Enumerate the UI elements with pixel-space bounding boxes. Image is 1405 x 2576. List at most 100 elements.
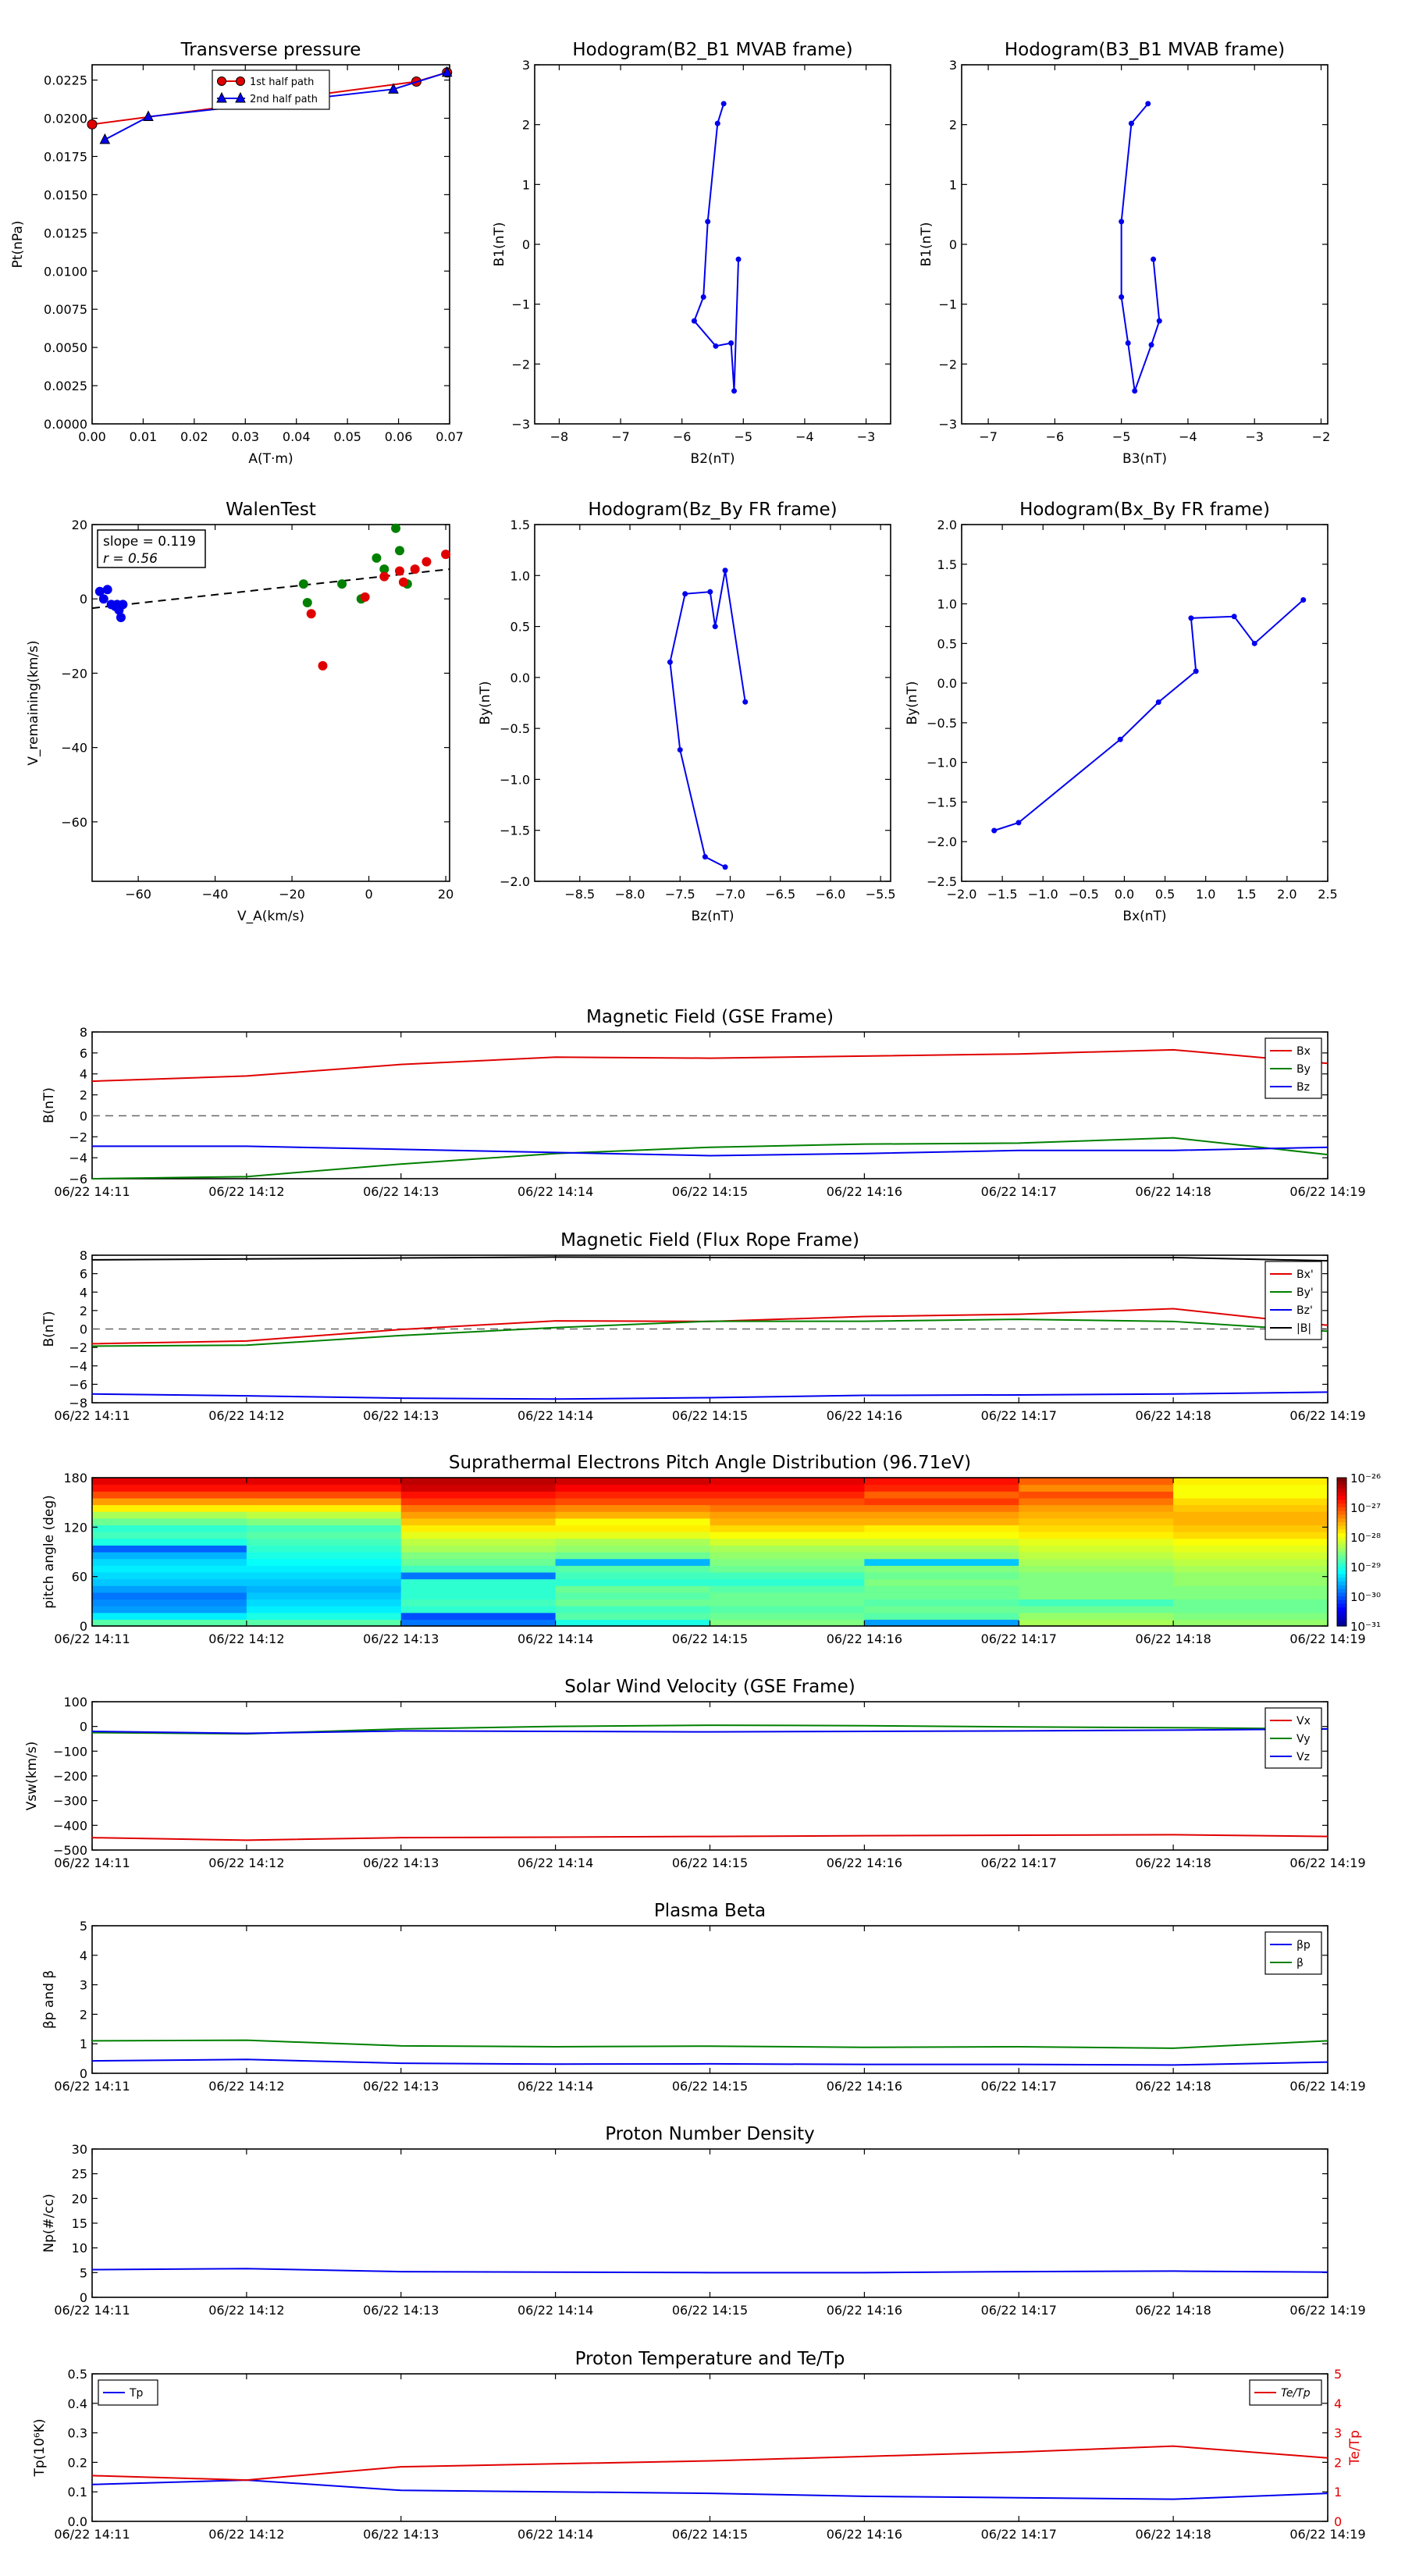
heatmap-cell xyxy=(92,1606,247,1614)
heatmap-cell xyxy=(555,1606,711,1614)
data-point xyxy=(99,133,111,144)
heatmap-cell xyxy=(864,1491,1019,1499)
x-tick-label: 1.0 xyxy=(1196,887,1215,902)
heatmap-cell xyxy=(92,1504,247,1512)
data-point xyxy=(372,553,382,563)
legend-label: 2nd half path xyxy=(250,94,318,105)
colorbar-segment xyxy=(1337,1614,1346,1620)
data-point xyxy=(379,564,389,575)
heatmap-cell xyxy=(555,1558,711,1566)
heatmap-cell xyxy=(246,1511,402,1519)
hodogram-path xyxy=(994,599,1304,831)
y-tick-label: 0.0 xyxy=(937,676,957,691)
y-tick-label: 8 xyxy=(80,1248,87,1263)
x-tick-label: 06/22 14:13 xyxy=(363,1631,439,1646)
data-point xyxy=(1300,596,1307,603)
plot-frame xyxy=(961,64,1329,425)
x-tick-label: 06/22 14:14 xyxy=(518,1408,593,1423)
legend-label: β xyxy=(1297,1957,1304,1969)
y-tick-label: −3 xyxy=(511,417,530,432)
colorbar-segment xyxy=(1337,1525,1346,1531)
legend-label: By' xyxy=(1297,1286,1314,1299)
data-point xyxy=(691,318,697,324)
y-tick-label: 0.3 xyxy=(68,2426,87,2441)
y-axis-label: V_remaining(km/s) xyxy=(26,640,41,765)
heatmap-cell xyxy=(1173,1504,1329,1512)
data-point xyxy=(298,579,308,589)
heatmap-cell xyxy=(400,1565,557,1573)
heatmap-cell xyxy=(710,1599,865,1606)
x-tick-label: 06/22 14:13 xyxy=(363,2303,439,2318)
y-tick-label: 1 xyxy=(80,2037,87,2051)
chart-title: Magnetic Field (GSE Frame) xyxy=(586,1007,834,1027)
y-axis-label: pitch angle (deg) xyxy=(41,1495,57,1609)
legend-label: Bx xyxy=(1297,1045,1311,1058)
colorbar-tick-label: 10⁻³⁰ xyxy=(1350,1590,1381,1604)
y-tick-label: 1 xyxy=(949,177,957,192)
y-tick-label: 6 xyxy=(80,1046,87,1061)
x-tick-label: −8.5 xyxy=(564,887,595,902)
x-tick-label: 06/22 14:14 xyxy=(518,1856,593,1870)
y-tick-label: 0 xyxy=(80,1322,87,1337)
y-tick-label: 0 xyxy=(80,592,87,607)
x-tick-label: 06/22 14:11 xyxy=(54,1184,130,1199)
colorbar-tick-label: 10⁻³¹ xyxy=(1350,1620,1381,1634)
y-tick-label: −2.5 xyxy=(927,874,957,889)
x-tick-label: 06/22 14:14 xyxy=(518,2079,593,2094)
x-axis-label: A(T·m) xyxy=(248,451,293,467)
y-tick-label: 2 xyxy=(80,2007,87,2022)
heatmap-cell xyxy=(864,1571,1019,1580)
x-tick-label: −1.5 xyxy=(987,887,1018,902)
heatmap-cell xyxy=(1173,1558,1329,1566)
data-point xyxy=(337,579,347,589)
series-line xyxy=(91,1256,1329,1262)
data-point xyxy=(1188,615,1194,621)
heatmap-cell xyxy=(400,1592,557,1600)
heatmap-cell xyxy=(400,1517,557,1526)
colorbar-segment xyxy=(1337,1514,1346,1519)
plot-frame xyxy=(91,64,450,425)
heatmap-cell xyxy=(1173,1578,1329,1586)
heatmap-cell xyxy=(246,1491,402,1499)
colorbar-segment xyxy=(1337,1533,1346,1538)
data-point xyxy=(720,101,727,107)
x-tick-label: 0.5 xyxy=(1155,887,1175,902)
chart-title: Solar Wind Velocity (GSE Frame) xyxy=(564,1677,855,1697)
x-tick-label: 06/22 14:17 xyxy=(981,2079,1057,2094)
x-tick-label: 06/22 14:12 xyxy=(208,2079,284,2094)
x-tick-label: −4 xyxy=(1179,429,1197,444)
heatmap-cell xyxy=(1173,1532,1329,1539)
heatmap-cell xyxy=(710,1606,865,1614)
data-point xyxy=(728,340,735,346)
heatmap-cell xyxy=(400,1532,557,1539)
x-tick-label: 2.5 xyxy=(1318,887,1337,902)
colorbar-segment xyxy=(1337,1485,1346,1489)
heatmap-cell xyxy=(246,1545,402,1553)
y-tick-label: −8 xyxy=(69,1396,87,1411)
y-tick-label: 3 xyxy=(949,58,957,73)
heatmap-cell xyxy=(1173,1619,1329,1627)
data-point xyxy=(722,568,728,574)
heatmap-cell xyxy=(92,1565,247,1573)
colorbar-segment xyxy=(1337,1478,1346,1482)
heatmap-cell xyxy=(555,1497,711,1506)
colorbar-segment xyxy=(1337,1518,1346,1523)
chart-title: Suprathermal Electrons Pitch Angle Distr… xyxy=(449,1453,971,1473)
data-point xyxy=(1156,318,1162,324)
y-tick-label: −1 xyxy=(511,297,530,312)
heatmap-cell xyxy=(864,1558,1019,1566)
heatmap-cell xyxy=(1019,1619,1174,1627)
y2-tick-label: 2 xyxy=(1334,2455,1342,2470)
colorbar-segment xyxy=(1337,1559,1346,1564)
x-tick-label: 06/22 14:15 xyxy=(672,2079,748,2094)
heatmap-cell xyxy=(92,1532,247,1539)
y-tick-label: 0.0100 xyxy=(44,264,87,279)
y-tick-label: −60 xyxy=(61,815,87,830)
heatmap-cell xyxy=(400,1545,557,1553)
x-tick-label: 06/22 14:16 xyxy=(827,1408,902,1423)
chart-mag_gse: Magnetic Field (GSE Frame) −6 −4 −2 0 2 4 6 8 06/… xyxy=(41,1007,1366,1199)
legend-label: By xyxy=(1297,1063,1311,1076)
data-point xyxy=(116,613,126,623)
data-point xyxy=(682,591,688,597)
x-tick-label: 06/22 14:15 xyxy=(672,1631,748,1646)
